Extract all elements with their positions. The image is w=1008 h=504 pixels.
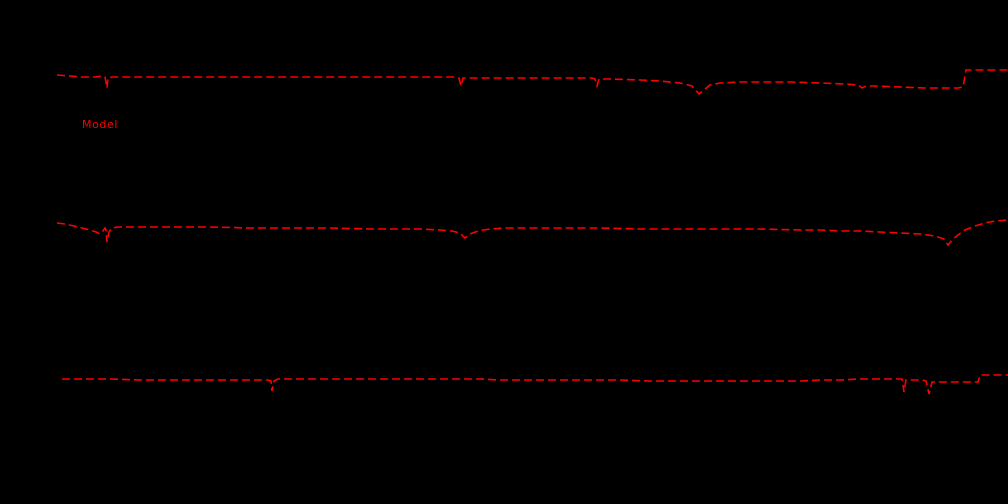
- series-line-panel-2: [56, 219, 1008, 247]
- legend-label-model: Model: [82, 118, 119, 131]
- series-line-panel-1: [56, 69, 1008, 96]
- series-line-panel-3: [62, 374, 1008, 395]
- series-group: [56, 69, 1008, 395]
